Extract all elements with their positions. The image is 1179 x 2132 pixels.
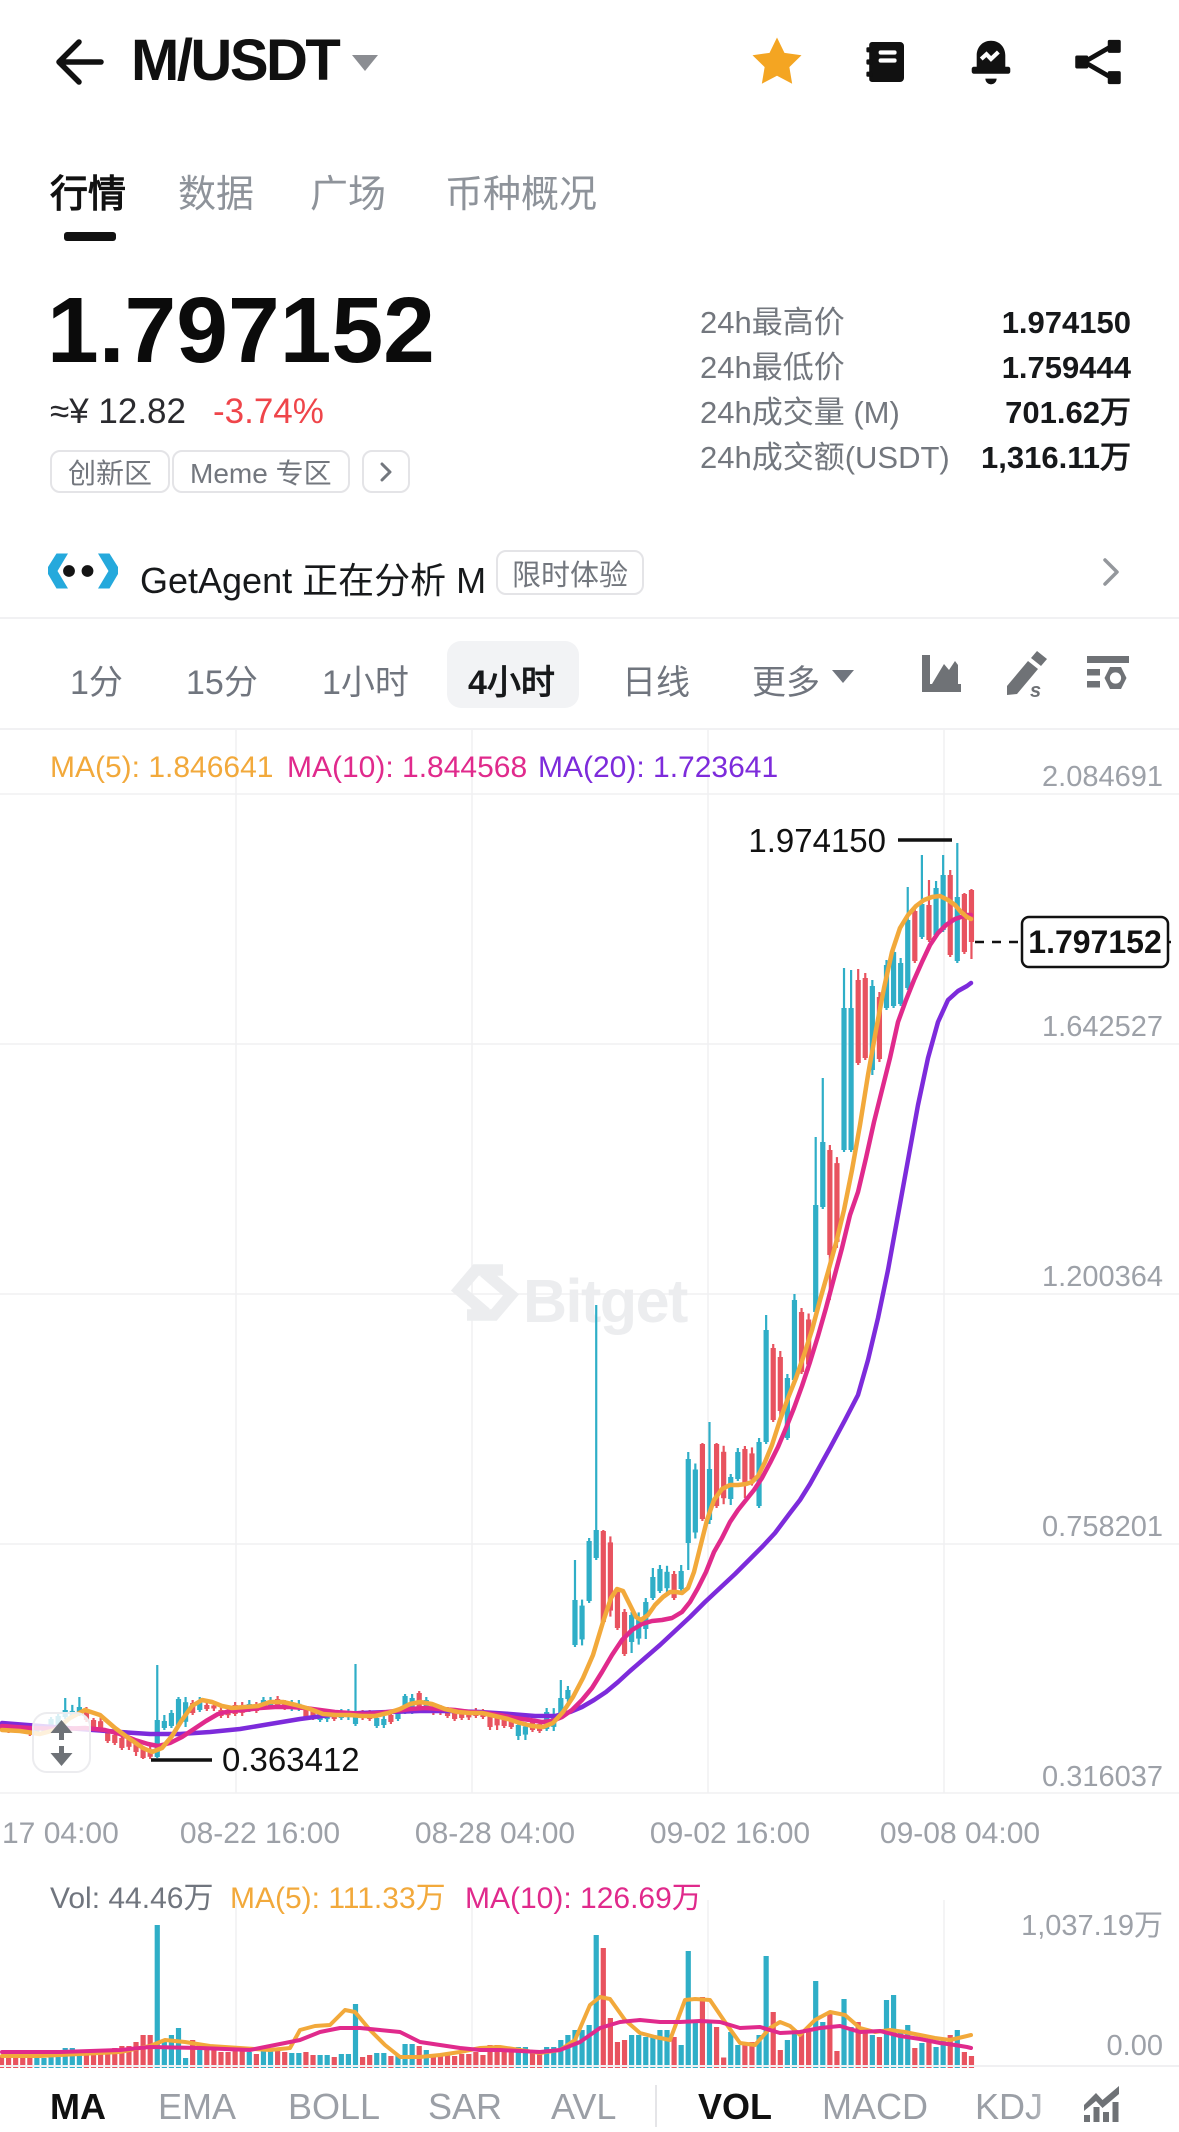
svg-text:MA(20): 1.723641: MA(20): 1.723641	[538, 751, 778, 784]
svg-text:0.00: 0.00	[1107, 2030, 1163, 2062]
svg-text:MA(10): 1.844568: MA(10): 1.844568	[287, 751, 527, 784]
svg-text:17 04:00: 17 04:00	[2, 1817, 119, 1850]
svg-text:09-02 16:00: 09-02 16:00	[650, 1817, 810, 1850]
svg-text:1.200364: 1.200364	[1042, 1261, 1163, 1293]
svg-text:1,037.19万: 1,037.19万	[1021, 1910, 1163, 1942]
svg-text:09-08 04:00: 09-08 04:00	[880, 1817, 1040, 1850]
svg-text:MA(5): 1.846641: MA(5): 1.846641	[50, 751, 273, 784]
svg-text:08-22 16:00: 08-22 16:00	[180, 1817, 340, 1850]
svg-text:1.642527: 1.642527	[1042, 1011, 1163, 1043]
svg-text:s: s	[1030, 680, 1041, 698]
svg-text:0.758201: 0.758201	[1042, 1511, 1163, 1543]
svg-text:0.316037: 0.316037	[1042, 1761, 1163, 1793]
svg-text:Bitget: Bitget	[523, 1267, 688, 1335]
svg-text:08-28 04:00: 08-28 04:00	[415, 1817, 575, 1850]
svg-text:MA(10): 126.69万: MA(10): 126.69万	[465, 1882, 702, 1915]
svg-text:2.084691: 2.084691	[1042, 761, 1163, 793]
svg-text:Vol: 44.46万: Vol: 44.46万	[50, 1882, 213, 1915]
svg-text:1.797152: 1.797152	[1028, 924, 1161, 960]
svg-text:0.363412: 0.363412	[222, 1741, 360, 1778]
svg-text:1.974150: 1.974150	[748, 822, 886, 859]
svg-text:MA(5): 111.33万: MA(5): 111.33万	[230, 1882, 446, 1915]
